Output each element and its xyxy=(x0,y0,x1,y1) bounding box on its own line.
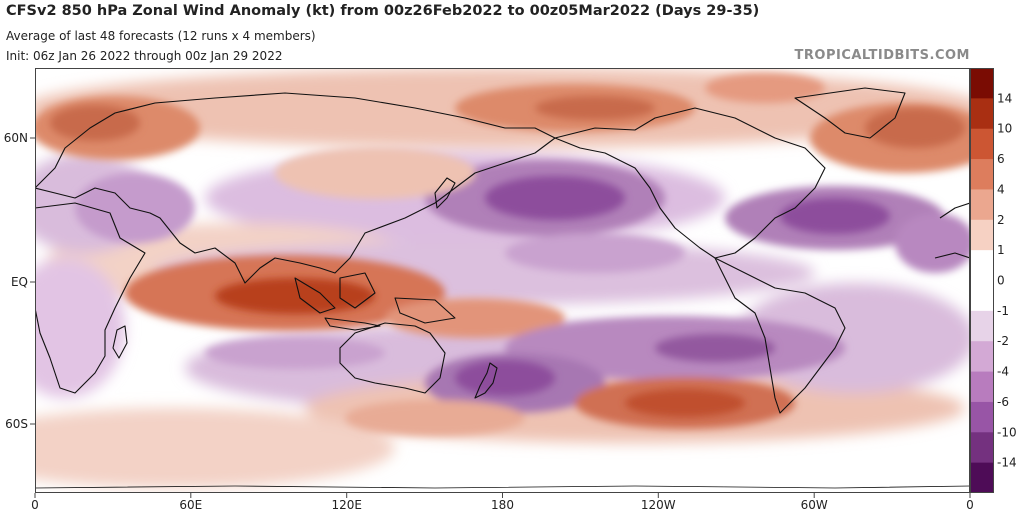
colorbar-cell xyxy=(970,462,994,493)
latitude-labels: 60N EQ 60S xyxy=(4,131,35,431)
longitude-label: 120E xyxy=(331,498,362,512)
coastline-borneo xyxy=(339,272,376,309)
chart-subtitle-average: Average of last 48 forecasts (12 runs x … xyxy=(6,29,316,43)
latitude-label: 60N xyxy=(4,131,28,145)
coastline-iberia-africa xyxy=(934,252,970,259)
colorbar-label: 6 xyxy=(997,152,1005,166)
coastlines xyxy=(35,87,970,489)
colorbar-label: 4 xyxy=(997,182,1005,196)
chart-subtitle-init: Init: 06z Jan 26 2022 through 00z Jan 29… xyxy=(6,49,283,63)
colorbar-label: -14 xyxy=(997,456,1017,470)
colorbar-label: -10 xyxy=(997,425,1017,439)
coastline-south-america xyxy=(714,257,846,414)
colorbar-cell xyxy=(970,401,994,433)
longitude-label: 60W xyxy=(801,498,828,512)
colorbar-cell xyxy=(970,128,994,160)
anomaly-field xyxy=(35,68,970,488)
colorbar-cell xyxy=(970,159,994,191)
brand-watermark: TROPICALTIDBITS.COM xyxy=(794,48,970,63)
colorbar-label: -2 xyxy=(997,334,1009,348)
colorbar-frame xyxy=(970,68,994,493)
colorbar-cell xyxy=(970,432,994,464)
latitude-label: EQ xyxy=(11,275,28,289)
longitude-label: 180 xyxy=(491,498,514,512)
colorbar-cell xyxy=(970,219,994,251)
coastline-new-zealand xyxy=(474,362,498,399)
coastline-eurasia xyxy=(35,92,556,284)
coastline-africa xyxy=(35,202,146,394)
colorbar-label: 1 xyxy=(997,243,1005,257)
coastline-europe-west xyxy=(939,202,970,219)
coastline-new-guinea xyxy=(394,297,456,324)
colorbar-label: 0 xyxy=(997,274,1005,288)
map-frame xyxy=(35,68,970,493)
colorbar-cell xyxy=(970,341,994,373)
coastline-japan xyxy=(434,177,456,209)
longitude-label: 60E xyxy=(179,498,202,512)
anomaly-map xyxy=(35,68,970,493)
coastline-greenland xyxy=(794,87,906,139)
colorbar xyxy=(970,68,994,493)
chart-title: CFSv2 850 hPa Zonal Wind Anomaly (kt) fr… xyxy=(6,3,760,19)
colorbar-cell xyxy=(970,371,994,403)
longitude-label: 0 xyxy=(31,498,39,512)
coastline-antarctica xyxy=(35,485,970,489)
coastline-sumatra xyxy=(294,277,336,314)
colorbar-label: -6 xyxy=(997,395,1009,409)
colorbar-cells xyxy=(970,68,994,493)
colorbar-cell xyxy=(970,250,994,282)
colorbar-label: -4 xyxy=(997,365,1009,379)
colorbar-cell xyxy=(970,68,994,99)
colorbar-label: -1 xyxy=(997,304,1009,318)
coastline-australia xyxy=(339,322,446,394)
colorbar-cell xyxy=(970,310,994,342)
coastline-north-america xyxy=(554,107,826,259)
colorbar-cell xyxy=(970,280,994,312)
colorbar-label: 10 xyxy=(997,122,1012,136)
longitude-label: 0 xyxy=(966,498,974,512)
colorbar-label: 2 xyxy=(997,213,1005,227)
coastline-java xyxy=(324,317,381,331)
colorbar-cell xyxy=(970,189,994,221)
latitude-label: 60S xyxy=(5,417,28,431)
longitude-labels: 0 60E 120E 180 120W 60W 0 xyxy=(31,493,974,512)
colorbar-cell xyxy=(970,98,994,130)
colorbar-label: 14 xyxy=(997,91,1012,105)
coastline-madagascar xyxy=(112,325,128,359)
longitude-label: 120W xyxy=(641,498,676,512)
